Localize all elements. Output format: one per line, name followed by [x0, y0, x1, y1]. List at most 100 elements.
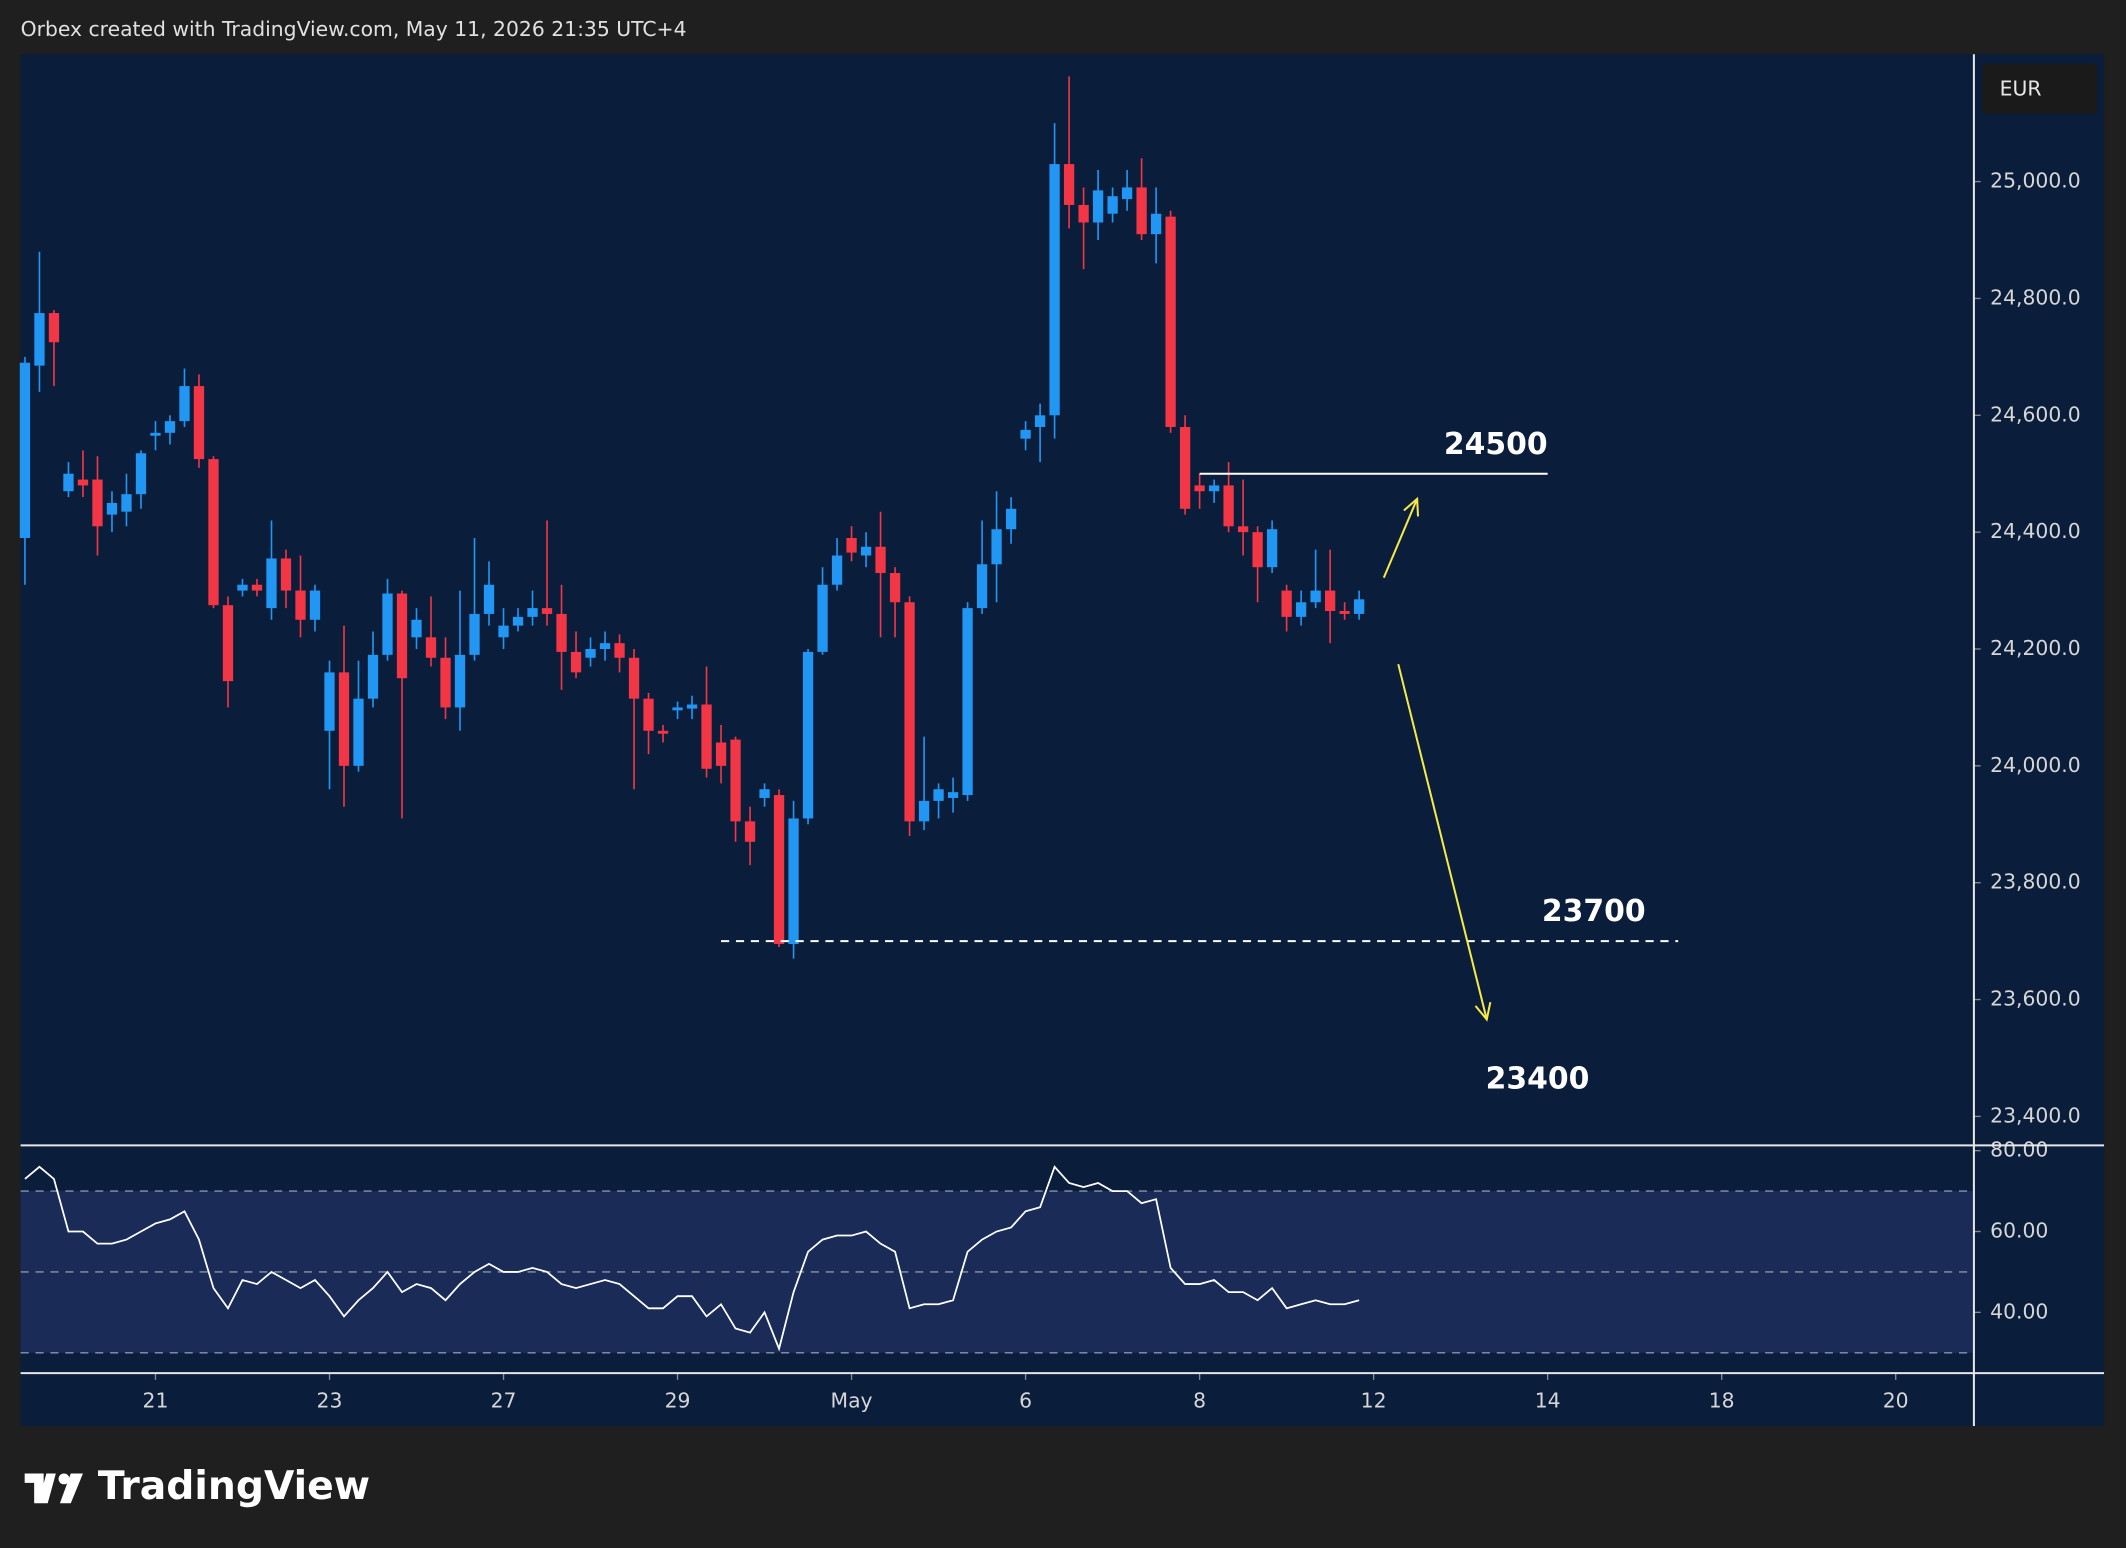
candle-body: [947, 792, 959, 798]
candle-body: [483, 584, 495, 614]
candle-body: [1223, 485, 1234, 527]
candle-body: [1107, 196, 1118, 214]
logo: TradingView: [24, 1464, 370, 1509]
y-tick-label: 24,600.0: [1990, 402, 2081, 426]
candle-body: [1121, 187, 1133, 200]
candle-body: [773, 795, 785, 945]
candle-body: [1208, 485, 1220, 492]
y-tick-label: 24,800.0: [1990, 285, 2081, 309]
candle-body: [1150, 213, 1162, 235]
candle-body: [933, 789, 944, 801]
y-tick-label: 25,000.0: [1990, 169, 2081, 193]
candle-body: [730, 739, 741, 822]
candle-body: [599, 643, 611, 649]
candle-body: [179, 386, 190, 422]
y-tick-label: 23,400.0: [1990, 1103, 2081, 1127]
candle-body: [19, 362, 31, 538]
rsi-line: [24, 1165, 1360, 1352]
plot: 25,000.0 24,800.0 24,600.0 24,400.0 24,200.0…: [19, 76, 2081, 1413]
candle-body: [889, 573, 901, 603]
arrow: [1397, 663, 1488, 1020]
candle-body: [498, 625, 509, 638]
candle-body: [367, 654, 379, 699]
candle-body: [860, 546, 872, 556]
y-tick-label: 24,200.0: [1990, 636, 2081, 660]
rsi-tick-label: 40.00: [1990, 1299, 2048, 1323]
y-tick-label: 24,000.0: [1990, 753, 2081, 777]
currency-box: [1982, 63, 2098, 114]
rsi-tick-label: 80.00: [1990, 1138, 2048, 1162]
x-tick-label: 29: [665, 1389, 691, 1413]
candle-body: [396, 593, 408, 679]
candle-body: [527, 608, 538, 617]
candle-body: [657, 730, 669, 734]
candle-body: [802, 651, 814, 819]
candle-body: [788, 818, 799, 945]
candle-body: [512, 616, 524, 626]
candle-body: [1310, 590, 1321, 603]
candle-body: [1092, 190, 1104, 223]
currency: EUR: [2000, 76, 2042, 100]
header: Orbex created with TradingView.com, May …: [21, 17, 687, 41]
candle-body: [353, 698, 364, 766]
candle-body: [454, 654, 466, 708]
candle-body: [962, 608, 973, 796]
x-tick-label: 18: [1709, 1389, 1735, 1413]
candle-body: [222, 605, 234, 682]
candle-body: [585, 648, 596, 658]
candle-body: [237, 584, 248, 591]
candle-body: [309, 590, 321, 620]
candle-body: [875, 546, 886, 574]
candle-body: [1353, 599, 1365, 614]
candle-body: [643, 698, 654, 731]
candle-body: [150, 432, 161, 436]
candle-body: [338, 672, 350, 766]
candle-body: [1237, 526, 1249, 533]
candle-body: [1295, 602, 1307, 617]
candle-body: [817, 584, 828, 652]
target-label: 23400: [1486, 1061, 1590, 1096]
x-tick-label: 12: [1361, 1389, 1387, 1413]
arrow: [1382, 498, 1419, 579]
candle-body: [686, 704, 698, 709]
candle-body: [1165, 216, 1176, 427]
candle-body: [469, 613, 480, 655]
candle-body: [1179, 426, 1191, 509]
candle-body: [1194, 485, 1205, 492]
candle-body: [48, 313, 60, 343]
x-tick-label: 6: [1019, 1389, 1032, 1413]
candle-body: [1063, 164, 1075, 205]
level-label: 23700: [1542, 894, 1646, 929]
candle-body: [541, 608, 553, 614]
candle-body: [1078, 204, 1089, 223]
logo-text: TradingView: [98, 1464, 370, 1509]
candle-body: [63, 473, 74, 492]
candle-body: [570, 651, 582, 673]
candle-body: [411, 619, 422, 638]
candle-body: [164, 421, 176, 433]
candle-body: [846, 537, 857, 553]
candle-body: [77, 479, 89, 486]
logo-mark: [58, 1473, 70, 1485]
candle-body: [1049, 164, 1060, 416]
arrow-head: [1474, 1001, 1492, 1022]
candle-body: [1339, 611, 1350, 614]
candle-body: [991, 529, 1002, 565]
x-tick-label: 23: [317, 1389, 343, 1413]
candle-body: [106, 502, 118, 515]
y-tick-label: 24,400.0: [1990, 519, 2081, 543]
arrow-head: [1403, 496, 1420, 517]
candle-body: [759, 789, 770, 798]
candle-body: [440, 657, 451, 708]
y-tick-label: 23,600.0: [1990, 987, 2081, 1011]
candle-body: [324, 672, 335, 731]
candle-body: [1266, 529, 1278, 568]
x-tick-label: 27: [491, 1389, 517, 1413]
candle-body: [1005, 508, 1017, 530]
y-tick-label: 23,800.0: [1990, 870, 2081, 894]
candle-body: [614, 643, 625, 658]
candle-body: [121, 494, 132, 512]
candle-body: [425, 637, 437, 658]
candle-body: [1136, 187, 1147, 235]
